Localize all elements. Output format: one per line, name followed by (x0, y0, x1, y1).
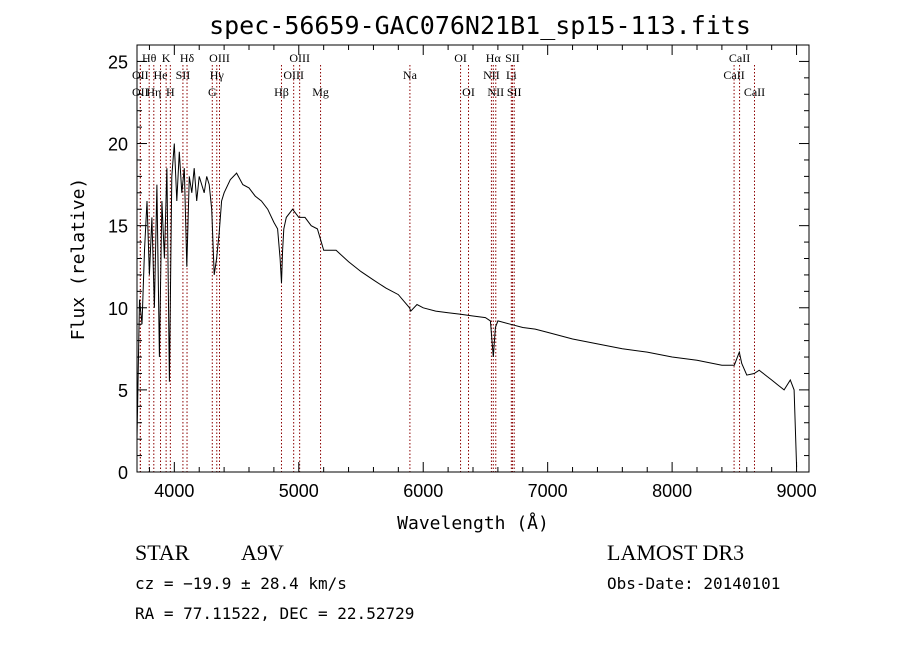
object-class: STAR (135, 540, 190, 565)
x-tick-label: 4000 (154, 481, 194, 501)
line-label: OI (462, 85, 475, 99)
emission-line-markers (139, 65, 755, 472)
ra-dec: RA = 77.11522, DEC = 22.52729 (135, 604, 414, 623)
line-label: OII (132, 68, 149, 82)
line-label: Hδ (180, 51, 195, 65)
x-tick-label: 8000 (652, 481, 692, 501)
line-label: Na (403, 68, 418, 82)
x-tick-label: 5000 (279, 481, 319, 501)
plot-frame (136, 44, 810, 473)
line-label: SII (507, 85, 522, 99)
line-label: Mg (312, 85, 329, 99)
spectrum-line (136, 143, 798, 468)
y-axis-label: Flux (relative) (68, 178, 89, 341)
y-axis: 0 5 10 15 20 25 (108, 44, 809, 483)
line-label: OIII (289, 51, 310, 65)
y-tick-label: 10 (108, 299, 128, 319)
line-label: K (162, 51, 171, 65)
object-subclass: A9V (241, 540, 284, 565)
line-label: OI (454, 51, 467, 65)
x-axis-label: Wavelength (Å) (397, 512, 549, 534)
line-label: Hβ (274, 85, 289, 99)
spectrum-series (136, 143, 798, 468)
x-tick-label: 6000 (403, 481, 443, 501)
y-tick-label: 5 (118, 381, 128, 401)
x-tick-label: 9000 (777, 481, 817, 501)
line-label: G (208, 85, 217, 99)
line-label: SII (505, 51, 520, 65)
obs-date: Obs-Date: 20140101 (607, 574, 780, 593)
y-tick-label: 20 (108, 135, 128, 155)
line-label: He (154, 68, 168, 82)
line-label: NII (487, 85, 504, 99)
y-tick-label: 0 (118, 463, 128, 483)
line-label: Hθ (142, 51, 157, 65)
x-axis: 4000 5000 6000 7000 8000 9000 (148, 45, 817, 501)
line-label: OIII (209, 51, 230, 65)
chart-title: spec-56659-GAC076N21B1_sp15-113.fits (209, 11, 751, 40)
line-label: OII (132, 85, 149, 99)
x-tick-label: 7000 (528, 481, 568, 501)
line-label: Hα (486, 51, 502, 65)
line-label: OIII (283, 68, 304, 82)
line-label: NII (483, 68, 500, 82)
line-label: CaII (744, 85, 765, 99)
redshift-cz: cz = −19.9 ± 28.4 km/s (135, 574, 347, 593)
line-label: Hγ (210, 68, 225, 82)
y-tick-label: 15 (108, 217, 128, 237)
survey-name: LAMOST DR3 (607, 540, 744, 565)
y-tick-label: 25 (108, 52, 128, 72)
line-label: H (166, 85, 175, 99)
line-label: SII (176, 68, 191, 82)
line-label: CaII (729, 51, 750, 65)
line-label: CaII (723, 68, 744, 82)
line-label: Li (506, 68, 517, 82)
line-label: Hη (146, 85, 161, 99)
